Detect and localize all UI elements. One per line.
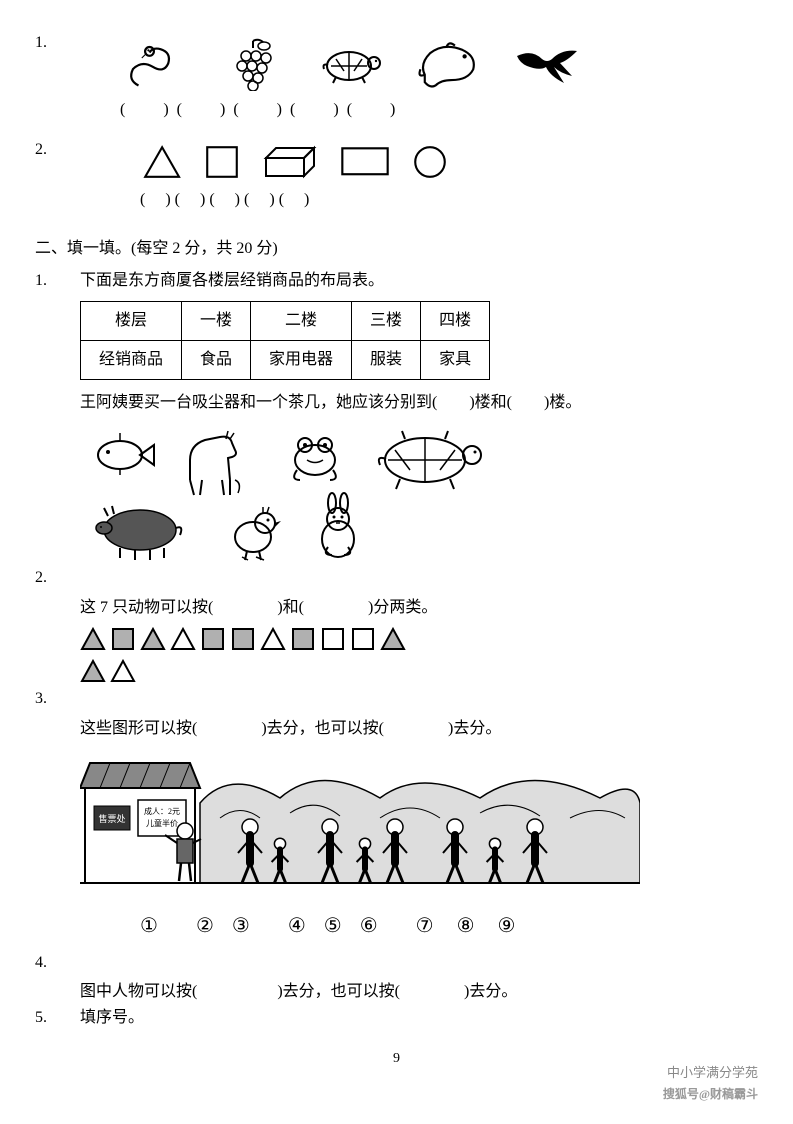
circled-num: ① <box>140 910 158 942</box>
s2q2: 2. <box>35 565 758 591</box>
rectangle-icon <box>338 143 392 181</box>
watermark: 中小学满分学苑 搜狐号@财稿霸斗 <box>35 1063 758 1105</box>
swallow-icon <box>512 36 582 91</box>
table-cell: 二楼 <box>251 302 352 341</box>
table-cell: 四楼 <box>421 302 490 341</box>
question-1: 1. ( ) ( ) ( ) ( ) ( ) <box>35 30 758 133</box>
q2-shapes <box>140 143 758 181</box>
s2q1-line: 王阿姨要买一台吸尘器和一个茶几，她应该分别到( )楼和( )楼。 <box>80 390 758 416</box>
watermark-1: 中小学满分学苑 <box>667 1065 758 1080</box>
table-cell: 服装 <box>352 340 421 379</box>
blank: ( ) <box>244 187 275 213</box>
circle-icon <box>410 143 450 181</box>
svg-text:成人：2元: 成人：2元 <box>144 806 180 816</box>
s2q1-intro: 下面是东方商厦各楼层经销商品的布局表。 <box>80 268 758 294</box>
square-icon <box>320 626 346 652</box>
s2q4-number: 4. <box>35 950 80 976</box>
blank: ( ) <box>233 97 284 123</box>
frog-icon <box>294 438 336 480</box>
ticket-label: 售票处 <box>98 813 125 824</box>
q1-blanks: ( ) ( ) ( ) ( ) ( ) <box>120 97 758 123</box>
triangle-icon <box>80 626 106 652</box>
circled-num: ③ <box>232 910 250 942</box>
grapes-icon <box>218 36 288 91</box>
triangle-icon <box>170 626 196 652</box>
s2q5-line: 填序号。 <box>80 1005 758 1031</box>
square-icon <box>230 626 256 652</box>
s2q1-number: 1. <box>35 268 80 294</box>
s2q4-line: 图中人物可以按( )去分，也可以按( )去分。 <box>80 979 758 1005</box>
watermark-2: 搜狐号@财稿霸斗 <box>663 1087 758 1101</box>
table-cell: 家具 <box>421 340 490 379</box>
table-cell: 楼层 <box>81 302 182 341</box>
question-2: 2. ( ) ( ) ( ) ( ) ( ) <box>35 137 758 223</box>
circled-num: ④ <box>288 910 306 942</box>
s2q2-number: 2. <box>35 565 80 591</box>
s2q3-shapes-row1 <box>80 626 758 652</box>
table-cell: 经销商品 <box>81 340 182 379</box>
s2q5: 5. 填序号。 <box>35 1005 758 1031</box>
s2q5-number: 5. <box>35 1005 80 1031</box>
triangle-icon <box>260 626 286 652</box>
circled-numbers: ① ② ③ ④ ⑤ ⑥ ⑦ ⑧ ⑨ <box>140 910 758 942</box>
circled-num: ⑨ <box>498 910 516 942</box>
table-cell: 家用电器 <box>251 340 352 379</box>
q1-number: 1. <box>35 30 80 56</box>
triangle-icon <box>80 658 106 684</box>
blank: ( ) <box>347 97 398 123</box>
chick-icon <box>235 507 281 560</box>
table-row: 楼层 一楼 二楼 三楼 四楼 <box>81 302 490 341</box>
q2-blanks: ( ) ( ) ( ) ( ) ( ) <box>140 187 758 213</box>
blank: ( ) <box>175 187 206 213</box>
q2-number: 2. <box>35 137 80 163</box>
circled-num: ⑧ <box>457 910 475 942</box>
triangle-icon <box>110 658 136 684</box>
s2q3-line: 这些图形可以按( )去分，也可以按( )去分。 <box>80 716 758 742</box>
cuboid-icon <box>260 143 320 181</box>
floor-table: 楼层 一楼 二楼 三楼 四楼 经销商品 食品 家用电器 服装 家具 <box>80 301 490 379</box>
circled-num: ⑤ <box>324 910 342 942</box>
blank: ( ) <box>209 187 240 213</box>
square-icon <box>290 626 316 652</box>
section2-heading: 二、填一填。(每空 2 分，共 20 分) <box>35 236 758 262</box>
s2q1: 1. 下面是东方商厦各楼层经销商品的布局表。 <box>35 268 758 294</box>
dolphin-icon <box>414 36 484 91</box>
table-cell: 三楼 <box>352 302 421 341</box>
big-turtle-icon <box>379 431 481 489</box>
s2q2-line: 这 7 只动物可以按( )和( )分两类。 <box>80 595 758 621</box>
square-icon <box>110 626 136 652</box>
blank: ( ) <box>140 187 171 213</box>
circled-num: ⑦ <box>416 910 434 942</box>
s2q3-number: 3. <box>35 686 80 712</box>
turtle-icon <box>316 36 386 91</box>
triangle-icon <box>140 626 166 652</box>
blank: ( ) <box>290 97 341 123</box>
q1-icons <box>120 36 758 91</box>
table-row: 经销商品 食品 家用电器 服装 家具 <box>81 340 490 379</box>
svg-text:儿童半价: 儿童半价 <box>146 818 178 828</box>
fish-icon <box>98 433 154 475</box>
triangle-icon <box>140 143 184 181</box>
snake-icon <box>120 36 190 91</box>
blank: ( ) <box>177 97 228 123</box>
circled-num: ② <box>196 910 214 942</box>
blank: ( ) <box>120 97 171 123</box>
s2q3: 3. <box>35 686 758 712</box>
triangle-icon <box>380 626 406 652</box>
ticket-scene: 售票处 成人：2元 儿童半价 <box>80 748 758 908</box>
s2q4: 4. <box>35 950 758 976</box>
s2q3-shapes-row2 <box>80 658 758 684</box>
square-icon <box>202 143 242 181</box>
horse-icon <box>190 431 239 495</box>
rabbit-icon <box>322 493 354 557</box>
pig-icon <box>96 506 181 560</box>
square-icon <box>200 626 226 652</box>
table-cell: 食品 <box>182 340 251 379</box>
blank: ( ) <box>279 187 310 213</box>
animals-figure <box>80 425 758 565</box>
circled-num: ⑥ <box>360 910 378 942</box>
table-cell: 一楼 <box>182 302 251 341</box>
square-icon <box>350 626 376 652</box>
